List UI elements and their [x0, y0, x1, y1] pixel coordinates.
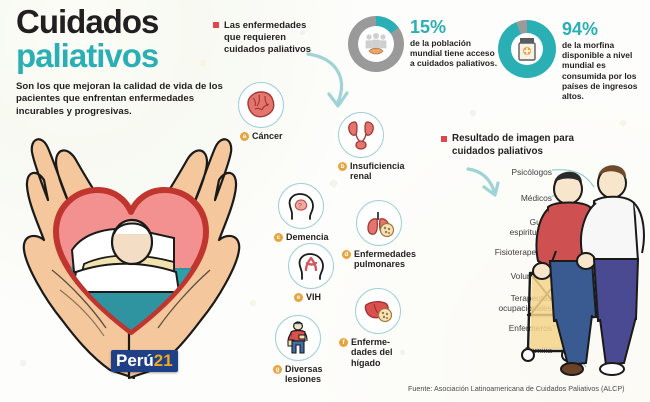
svg-text:?: ? [298, 203, 302, 210]
stat-value-94: 94% [562, 19, 599, 39]
tumor-cell-icon [247, 91, 275, 118]
lungs-icon [367, 212, 395, 238]
stat-text-94: de la morfina disponible a nivel mundial… [562, 40, 638, 102]
disease-item-liver: f Enferme- dades del hígado [339, 288, 401, 368]
disease-item-lungs: d Enfermedades pulmonares [342, 200, 416, 270]
disease-label: Enfermedades pulmonares [354, 249, 417, 270]
disease-label: VIH [306, 292, 322, 302]
donut-chart-94 [498, 20, 556, 78]
disease-icon-frame: ? [278, 183, 324, 229]
results-panel-heading: Resultado de imagen para cuidados paliat… [452, 133, 574, 157]
disease-icon-frame [238, 82, 284, 128]
disease-letter: c [274, 233, 283, 242]
result-label: Terapeutas ocupacionales [498, 293, 552, 313]
disease-letter: a [240, 132, 249, 141]
disease-letter: e [294, 293, 303, 302]
square-bullet-icon [213, 22, 219, 28]
peru21-logo: Perú21 [111, 350, 178, 372]
disease-item-kidney: b Insuficiencia renal [338, 112, 405, 182]
disease-item-injuries: g Diversas lesiones [273, 315, 323, 385]
disease-label: Enferme- dades del hígado [351, 337, 393, 368]
curved-arrow-icon [466, 167, 500, 197]
disease-label-row: c Demencia [274, 232, 329, 242]
disease-label-row: g Diversas lesiones [273, 364, 323, 385]
disease-letter: g [273, 365, 282, 374]
disease-icon-frame [355, 288, 401, 334]
subtitle: Son los que mejoran la calidad de vida d… [16, 81, 223, 117]
disease-letter: d [342, 250, 351, 259]
logo-text-21: 21 [153, 351, 173, 370]
donut-chart-15 [348, 16, 404, 72]
liver-icon [364, 301, 393, 323]
hands-holding-heart-illustration [22, 138, 241, 380]
disease-item-dementia: ? c Demencia [274, 183, 329, 242]
source-credit: Fuente: Asociación Latinoamericana de Cu… [408, 384, 625, 393]
family-group-icon [365, 33, 387, 55]
disease-label-row: b Insuficiencia renal [338, 161, 405, 182]
caregiver-patient-illustration [521, 165, 645, 376]
result-label: Psicólogos [511, 167, 552, 177]
disease-label: Demencia [286, 232, 329, 242]
disease-icon-frame [288, 243, 334, 289]
disease-label-row: d Enfermedades pulmonares [342, 249, 416, 270]
decor-fleck [249, 299, 257, 307]
diseases-header: Las enfermedades que requieren cuidados … [213, 19, 317, 55]
head-brain-icon: ? [288, 193, 314, 220]
disease-icon-frame [275, 315, 321, 361]
logo-text-peru: Perú [116, 351, 154, 370]
disease-label: Insuficiencia renal [350, 161, 405, 182]
medicine-bottle-icon [518, 38, 536, 61]
page-title: Cuidados paliativos Son los que mejoran … [16, 3, 242, 118]
disease-letter: b [338, 162, 347, 171]
kidneys-icon [348, 121, 374, 150]
disease-label-row: f Enferme- dades del hígado [339, 337, 401, 368]
result-label: Fisioterapeutas [494, 247, 552, 257]
disease-letter: f [339, 338, 348, 347]
title-line-1: Cuidados [16, 3, 159, 40]
disease-item-cancer: a Cáncer [238, 82, 284, 141]
curved-arrow-icon [306, 52, 349, 108]
disease-label: Cáncer [252, 131, 283, 141]
stat-value-15: 15% [410, 17, 447, 37]
disease-label: Diversas lesiones [285, 364, 323, 385]
diseases-header-label: Las enfermedades que requieren cuidados … [224, 19, 312, 54]
disease-icon-frame [338, 112, 384, 158]
disease-label-row: e VIH [294, 292, 334, 302]
square-bullet-icon [441, 136, 447, 142]
decor-fleck [328, 178, 339, 189]
result-label: Enfermeros [508, 323, 552, 333]
stat-text-15: de la población mundial tiene acceso a c… [410, 38, 498, 69]
disease-item-hiv: e VIH [288, 243, 334, 302]
injured-person-icon [287, 321, 308, 354]
title-line-2: paliativos [16, 37, 159, 74]
decor-fleck [468, 108, 478, 118]
result-label: Médicos [520, 193, 552, 203]
results-panel-header: Resultado de imagen para cuidados paliat… [441, 133, 591, 158]
head-ribbon-icon [298, 253, 324, 280]
decor-fleck [618, 118, 628, 128]
disease-label-row: a Cáncer [240, 131, 284, 141]
disease-icon-frame [356, 200, 402, 246]
